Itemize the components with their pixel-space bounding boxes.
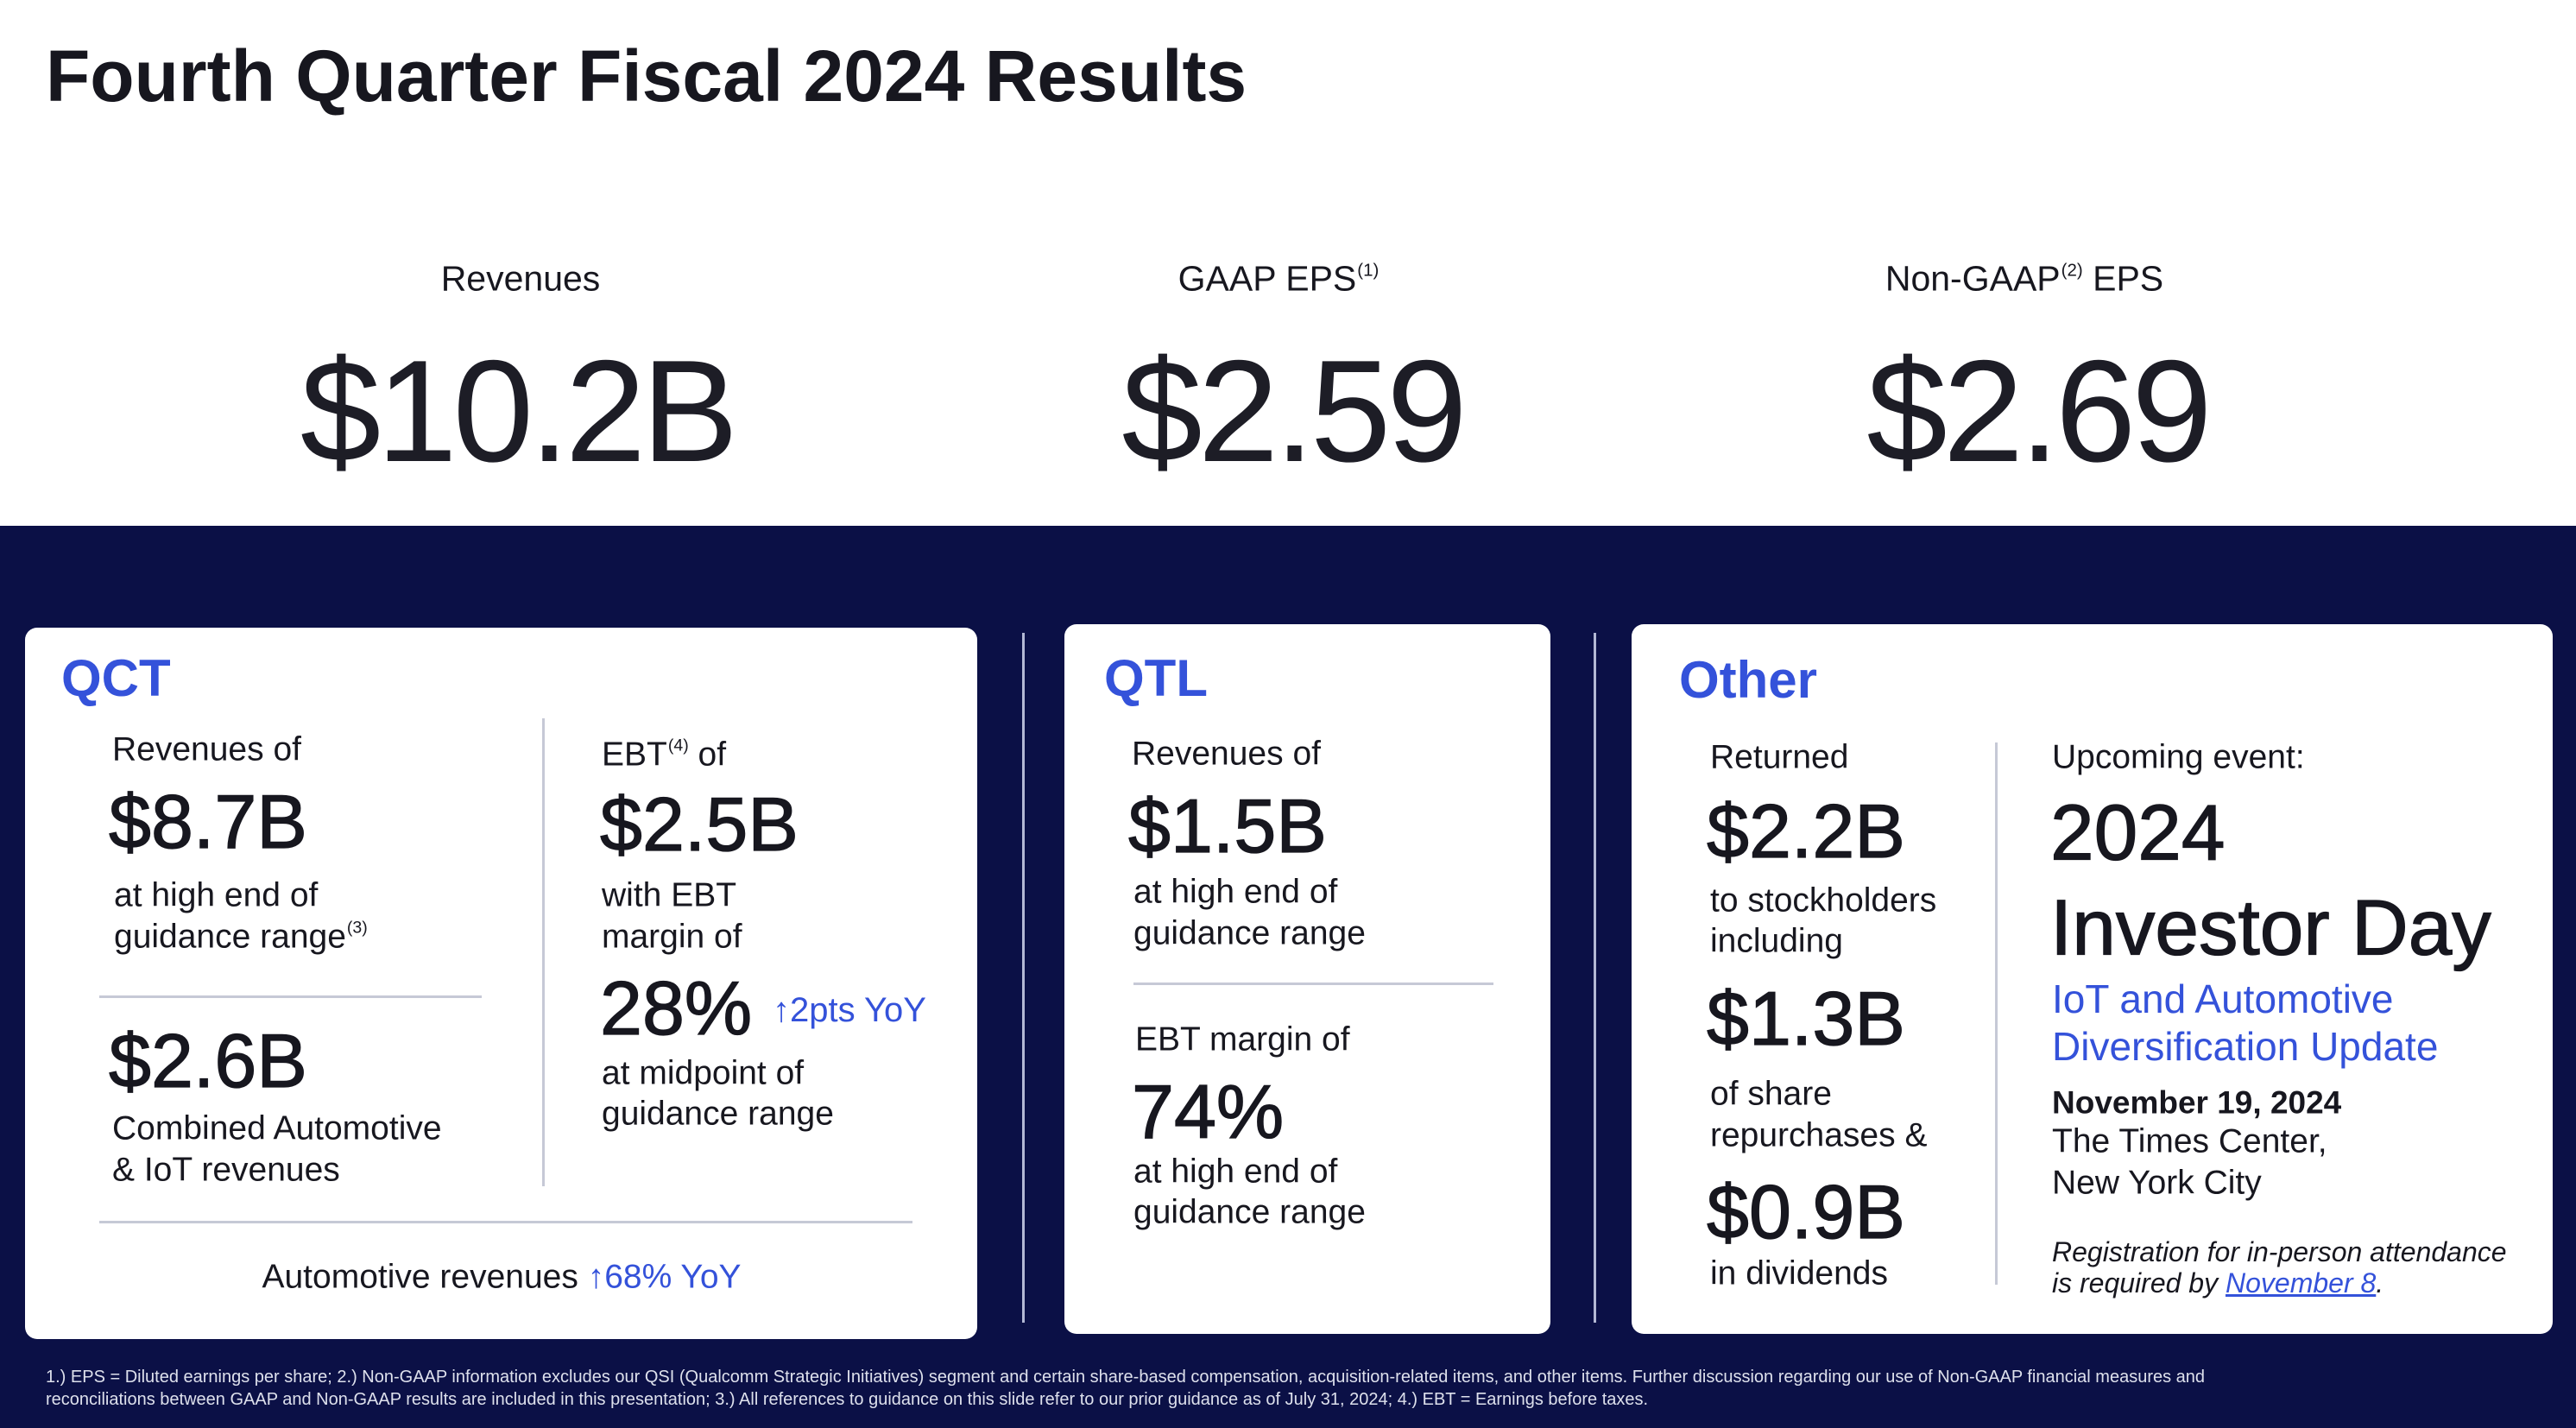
other-card: Other Returned $2.2B to stockholders inc… xyxy=(1632,624,2553,1334)
gaap-eps-value: $2.59 xyxy=(1121,330,1467,492)
non-gaap-eps-label: Non-GAAP(2) EPS xyxy=(1885,258,2164,299)
qct-ebt-margin-change: ↑2pts YoY xyxy=(773,993,926,1027)
card-separator-2 xyxy=(1594,633,1596,1323)
qct-revenues-value: $8.7B xyxy=(108,779,307,864)
registration-deadline-link[interactable]: November 8 xyxy=(2225,1267,2377,1298)
repurchases-note-1: of share xyxy=(1710,1075,1832,1113)
qtl-revenues-note-2: guidance range xyxy=(1133,914,1366,952)
qct-ebt-label-suffix: of xyxy=(698,736,727,774)
event-subtitle-2: Diversification Update xyxy=(2052,1024,2439,1069)
repurchases-note-2: repurchases & xyxy=(1710,1116,1928,1154)
qct-ebt-note-2: margin of xyxy=(602,918,742,956)
returned-note-1: to stockholders xyxy=(1710,881,1937,919)
revenues-value: $10.2B xyxy=(300,330,738,492)
footnote-line-1: 1.) EPS = Diluted earnings per share; 2.… xyxy=(46,1368,2206,1387)
other-title: Other xyxy=(1679,651,1818,709)
footnote-ref-3: (3) xyxy=(346,918,368,938)
qct-revenues-note-2: guidance range(3) xyxy=(114,918,368,956)
qct-column-divider xyxy=(542,718,545,1186)
slide-title: Fourth Quarter Fiscal 2024 Results xyxy=(46,35,1247,117)
qtl-revenues-value: $1.5B xyxy=(1127,783,1327,869)
qct-auto-iot-label-2: & IoT revenues xyxy=(112,1151,340,1189)
registration-note-2: is required by November 8. xyxy=(2052,1269,2383,1297)
returned-label: Returned xyxy=(1710,738,1849,776)
qct-ebt-note-3: at midpoint of xyxy=(602,1054,805,1092)
qct-automotive-growth: Automotive revenues ↑68% YoY xyxy=(262,1261,741,1294)
non-gaap-label-text: Non-GAAP xyxy=(1885,258,2061,299)
qct-ebt-label-text: EBT xyxy=(602,736,667,774)
gaap-eps-label-text: GAAP EPS xyxy=(1178,258,1357,299)
qtl-revenues-label: Revenues of xyxy=(1132,735,1321,773)
qtl-divider xyxy=(1133,983,1493,985)
qct-bottom-divider xyxy=(99,1221,912,1223)
qct-ebt-margin: 28% xyxy=(599,965,753,1051)
qct-left-divider xyxy=(99,995,482,998)
registration-note-2-text: is required by xyxy=(2052,1267,2219,1298)
qtl-ebt-margin-label: EBT margin of xyxy=(1135,1020,1350,1058)
eps-label-text: EPS xyxy=(2093,258,2164,299)
event-venue-1: The Times Center, xyxy=(2052,1122,2327,1160)
qct-auto-iot-label-1: Combined Automotive xyxy=(112,1109,442,1147)
returned-total-value: $2.2B xyxy=(1706,788,1905,874)
qct-revenues-label: Revenues of xyxy=(112,730,301,768)
qtl-card: QTL Revenues of $1.5B at high end of gui… xyxy=(1064,624,1550,1334)
card-separator-1 xyxy=(1022,633,1025,1323)
registration-note-1: Registration for in-person attendance xyxy=(2052,1236,2507,1267)
event-venue-2: New York City xyxy=(2052,1164,2262,1202)
qct-automotive-label: Automotive revenues xyxy=(262,1258,578,1296)
dividends-note: in dividends xyxy=(1710,1254,1888,1292)
returned-note-2: including xyxy=(1710,922,1843,960)
qct-ebt-label: EBT(4) of xyxy=(602,736,727,774)
arrow-up-icon: ↑ xyxy=(773,991,790,1029)
qtl-revenues-note-1: at high end of xyxy=(1133,873,1338,911)
other-column-divider xyxy=(1995,742,1998,1285)
event-year: 2024 xyxy=(2049,789,2226,877)
qct-title: QCT xyxy=(61,649,171,707)
qct-auto-iot-value: $2.6B xyxy=(108,1018,307,1103)
non-gaap-eps-value: $2.69 xyxy=(1866,330,2212,492)
qtl-ebt-margin-note-1: at high end of xyxy=(1133,1153,1338,1191)
dividends-value: $0.9B xyxy=(1706,1169,1905,1254)
qct-ebt-value: $2.5B xyxy=(599,781,799,867)
qct-revenues-note-2-text: guidance range xyxy=(114,918,346,956)
qct-ebt-margin-change-text: 2pts YoY xyxy=(790,991,926,1029)
event-label: Upcoming event: xyxy=(2052,738,2305,776)
event-subtitle-1: IoT and Automotive xyxy=(2052,976,2394,1021)
event-name: Investor Day xyxy=(2049,884,2491,972)
qtl-title: QTL xyxy=(1104,649,1208,707)
footnote-ref-1: (1) xyxy=(1357,260,1380,281)
revenues-label: Revenues xyxy=(440,258,601,299)
qct-ebt-note-4: guidance range xyxy=(602,1095,834,1133)
repurchases-value: $1.3B xyxy=(1706,976,1905,1061)
qct-revenues-note-1: at high end of xyxy=(114,876,319,914)
qtl-ebt-margin-value: 74% xyxy=(1131,1069,1285,1154)
qtl-ebt-margin-note-2: guidance range xyxy=(1133,1193,1366,1231)
qct-card: QCT Revenues of $8.7B at high end of gui… xyxy=(25,628,977,1339)
event-date: November 19, 2024 xyxy=(2052,1084,2342,1121)
qct-ebt-note-1: with EBT xyxy=(602,876,737,914)
footnote-line-2: reconciliations between GAAP and Non-GAA… xyxy=(46,1390,1649,1409)
registration-note-end: . xyxy=(2376,1267,2384,1298)
gaap-eps-label: GAAP EPS(1) xyxy=(1178,258,1380,299)
arrow-up-icon: ↑ xyxy=(587,1258,605,1296)
footnote-ref-2: (2) xyxy=(2061,260,2083,281)
footnote-ref-4: (4) xyxy=(667,736,689,755)
qct-automotive-change: 68% YoY xyxy=(604,1258,742,1296)
